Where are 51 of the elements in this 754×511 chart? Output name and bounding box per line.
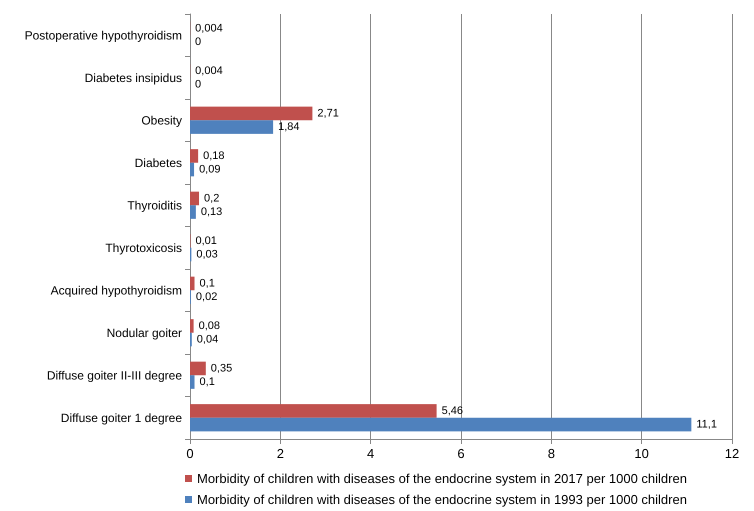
bar xyxy=(190,404,437,418)
y-tick-label: Diffuse goiter 1 degree xyxy=(60,410,182,425)
bar xyxy=(190,162,194,176)
data-label: 0,03 xyxy=(196,248,218,261)
y-tick-label: Obesity xyxy=(141,113,182,128)
bar xyxy=(190,192,200,206)
bar xyxy=(190,120,274,134)
data-label: 0,1 xyxy=(200,376,215,388)
data-label: 0,09 xyxy=(199,164,220,176)
data-label: 2,71 xyxy=(317,107,339,120)
data-label: 0,1 xyxy=(200,277,215,290)
x-tick-label: 6 xyxy=(457,446,465,461)
y-tick-label: Thyroiditis xyxy=(127,198,182,212)
y-tick-label: Diabetes insipidus xyxy=(84,70,182,85)
y-tick-label: Postoperative hypothyroidism xyxy=(24,28,182,42)
data-label: 0,18 xyxy=(203,150,225,162)
data-label: 0,35 xyxy=(210,362,232,374)
bar xyxy=(190,276,195,290)
bar xyxy=(190,375,195,389)
x-tick-label: 4 xyxy=(367,446,374,461)
x-tick-label: 12 xyxy=(724,446,740,461)
x-tick-label: 2 xyxy=(276,446,284,461)
bar xyxy=(190,362,206,376)
legend-label: Morbidity of children with diseases of the endocrine system in 1993 per 1000 children xyxy=(197,492,687,507)
x-tick-label: 8 xyxy=(548,446,555,461)
bar xyxy=(190,149,198,163)
bar xyxy=(190,319,194,333)
data-label: 0,01 xyxy=(195,234,217,247)
data-label: 0 xyxy=(195,78,202,91)
data-label: 1,84 xyxy=(278,121,300,134)
data-label: 0,08 xyxy=(198,320,220,332)
legend-label: Morbidity of children with diseases of the endocrine system in 2017 per 1000 children xyxy=(197,471,687,486)
y-tick-label: Diabetes xyxy=(134,156,182,170)
data-label: 0,04 xyxy=(196,334,218,346)
data-label: 0,2 xyxy=(204,192,220,204)
y-tick-label: Acquired hypothyroidism xyxy=(50,283,182,298)
data-label: 0,004 xyxy=(195,64,223,77)
x-tick-label: 0 xyxy=(186,446,194,461)
data-label: 0 xyxy=(195,36,202,48)
y-tick-label: Nodular goiter xyxy=(106,326,182,340)
data-label: 0,02 xyxy=(196,291,218,304)
x-tick-label: 10 xyxy=(634,446,649,461)
bar xyxy=(190,418,692,432)
data-label: 0,004 xyxy=(195,22,223,34)
y-tick-label: Diffuse goiter II-III degree xyxy=(46,368,182,382)
data-label: 5,46 xyxy=(442,404,464,417)
data-label: 0,13 xyxy=(200,206,222,218)
bar xyxy=(190,106,312,120)
data-label: 11,1 xyxy=(696,418,717,431)
bar xyxy=(190,205,196,219)
y-tick-label: Thyrotoxicosis xyxy=(105,240,182,255)
